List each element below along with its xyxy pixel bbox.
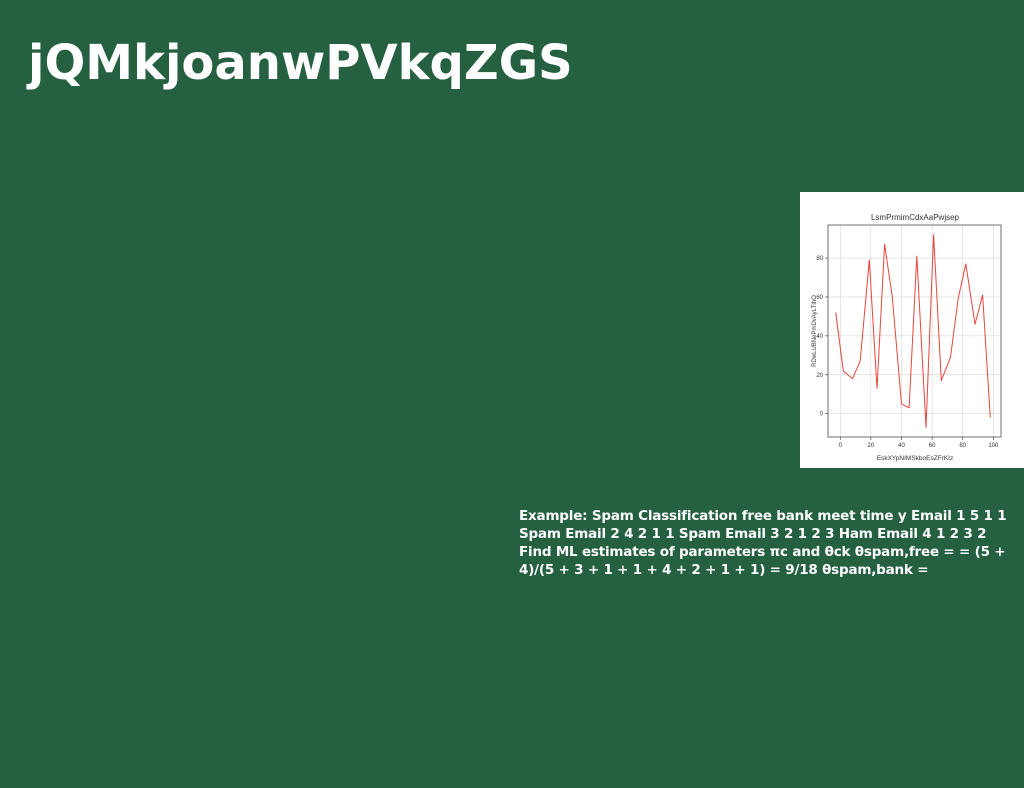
x-axis-label: EskXYpNIMSkboEsZFrKIz — [877, 455, 953, 462]
x-tick-label: 60 — [929, 443, 936, 449]
y-tick-label: 20 — [816, 373, 823, 379]
x-tick-label: 20 — [868, 443, 875, 449]
y-tick-label: 0 — [820, 412, 824, 418]
slide-body-text: Example: Spam Classification free bank m… — [519, 508, 1007, 578]
x-tick-label: 80 — [959, 443, 966, 449]
chart-title: LsmPrmimCdxAaPwjsep — [871, 213, 960, 222]
line-chart: 0 20 40 60 80 100 0 20 40 60 80 LsmPrmimCdxAaPwjse… — [800, 192, 1024, 468]
chart-svg: 0 20 40 60 80 100 0 20 40 60 80 LsmPrmimCdxAaPwjse… — [812, 213, 1002, 462]
y-axis-label: RDwLUBNePmDvAyLTIhO — [812, 295, 818, 367]
x-tick-label: 0 — [839, 443, 843, 449]
slide-title: jQMkjoanwPVkqZGS — [28, 35, 573, 91]
y-tick-label: 60 — [816, 295, 823, 301]
y-tick-label: 80 — [816, 256, 823, 262]
y-tick-label: 40 — [816, 334, 823, 340]
plot-frame — [827, 224, 1002, 438]
x-tick-label: 100 — [988, 443, 999, 449]
series-line — [835, 234, 991, 428]
x-tick-label: 40 — [898, 443, 905, 449]
